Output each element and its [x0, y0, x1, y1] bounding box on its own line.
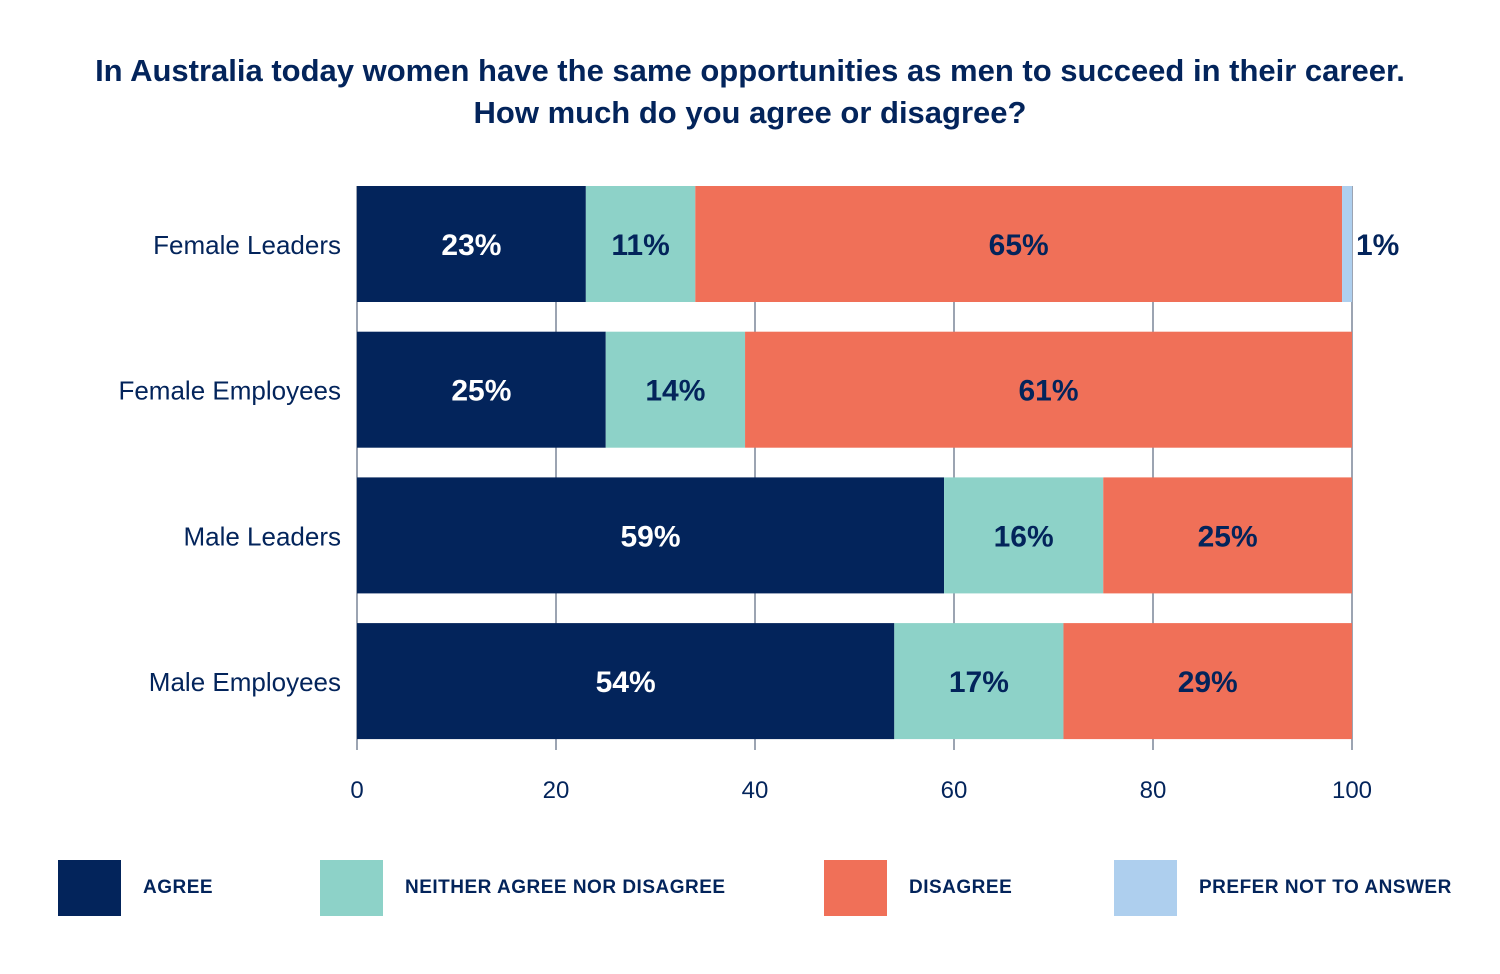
legend-swatch-disagree — [824, 860, 887, 916]
data-label-disagree-2: 25% — [1198, 520, 1258, 553]
stacked-bar-chart: 23% 11% 65% 1% 25% 14% 61% 59% 16% 25% 54% 17% 29% F… — [118, 186, 1399, 804]
bar-agree-0 — [357, 186, 586, 302]
data-label-agree-0: 23% — [441, 229, 501, 262]
legend-item-disagree: DISAGREE — [824, 860, 1012, 916]
data-label-disagree-1: 61% — [1019, 375, 1079, 408]
data-labels: 23% 11% 65% 1% 25% 14% 61% 59% 16% 25% 54% 17% 29% — [441, 229, 1399, 699]
legend-swatch-neither — [320, 860, 383, 916]
bar-disagree-0 — [695, 186, 1343, 302]
legend-item-neither: NEITHER AGREE NOR DISAGREE — [320, 860, 726, 916]
legend-label-disagree: DISAGREE — [909, 877, 1013, 898]
data-label-neither-1: 14% — [645, 375, 705, 408]
bar-agree-3 — [357, 623, 895, 740]
bar-neither-1 — [605, 331, 746, 448]
bar-agree-2 — [357, 477, 945, 594]
bars — [357, 186, 1352, 740]
category-label-0: Female Leaders — [153, 230, 341, 260]
bar-prefer_not-0 — [1342, 186, 1352, 302]
legend-label-agree: AGREE — [143, 877, 214, 898]
legend: AGREE NEITHER AGREE NOR DISAGREE DISAGRE… — [0, 860, 1500, 916]
category-label-2: Male Leaders — [183, 521, 341, 551]
bar-neither-0 — [585, 186, 696, 302]
data-label-prefer_not-0: 1% — [1356, 229, 1399, 262]
category-label-1: Female Employees — [118, 376, 341, 406]
data-label-disagree-3: 29% — [1178, 666, 1238, 699]
chart-title-line-1: In Australia today women have the same o… — [95, 53, 1405, 88]
data-label-neither-3: 17% — [949, 666, 1009, 699]
chart-title: In Australia today women have the same o… — [0, 50, 1500, 134]
x-tick-label-100: 100 — [1332, 777, 1372, 804]
legend-swatch-prefer-not — [1114, 860, 1177, 916]
bar-neither-3 — [894, 623, 1064, 740]
x-tick-label-20: 20 — [543, 777, 570, 804]
bar-disagree-3 — [1063, 623, 1352, 740]
bar-agree-1 — [357, 331, 606, 448]
data-label-agree-2: 59% — [621, 520, 681, 553]
x-tick-label-40: 40 — [742, 777, 769, 804]
bar-disagree-1 — [745, 331, 1352, 448]
category-label-3: Male Employees — [149, 667, 341, 697]
data-label-agree-3: 54% — [596, 666, 656, 699]
bar-neither-2 — [944, 477, 1104, 594]
data-label-agree-1: 25% — [451, 375, 511, 408]
data-label-neither-2: 16% — [994, 520, 1054, 553]
legend-item-prefer-not: PREFER NOT TO ANSWER — [1114, 860, 1452, 916]
x-tick-label-60: 60 — [941, 777, 968, 804]
legend-label-prefer-not: PREFER NOT TO ANSWER — [1199, 877, 1452, 898]
x-tick-label-0: 0 — [350, 777, 363, 804]
data-label-disagree-0: 65% — [989, 229, 1049, 262]
legend-item-agree: AGREE — [58, 860, 213, 916]
bar-disagree-2 — [1103, 477, 1352, 594]
x-tick-label-80: 80 — [1140, 777, 1167, 804]
data-label-neither-0: 11% — [611, 229, 669, 262]
x-axis: 0 20 40 60 80 100 — [350, 777, 1372, 804]
legend-swatch-agree — [58, 860, 121, 916]
legend-label-neither: NEITHER AGREE NOR DISAGREE — [405, 877, 726, 898]
chart-title-line-2: How much do you agree or disagree? — [473, 95, 1027, 130]
category-labels: Female Leaders Female Employees Male Leade… — [118, 230, 341, 697]
